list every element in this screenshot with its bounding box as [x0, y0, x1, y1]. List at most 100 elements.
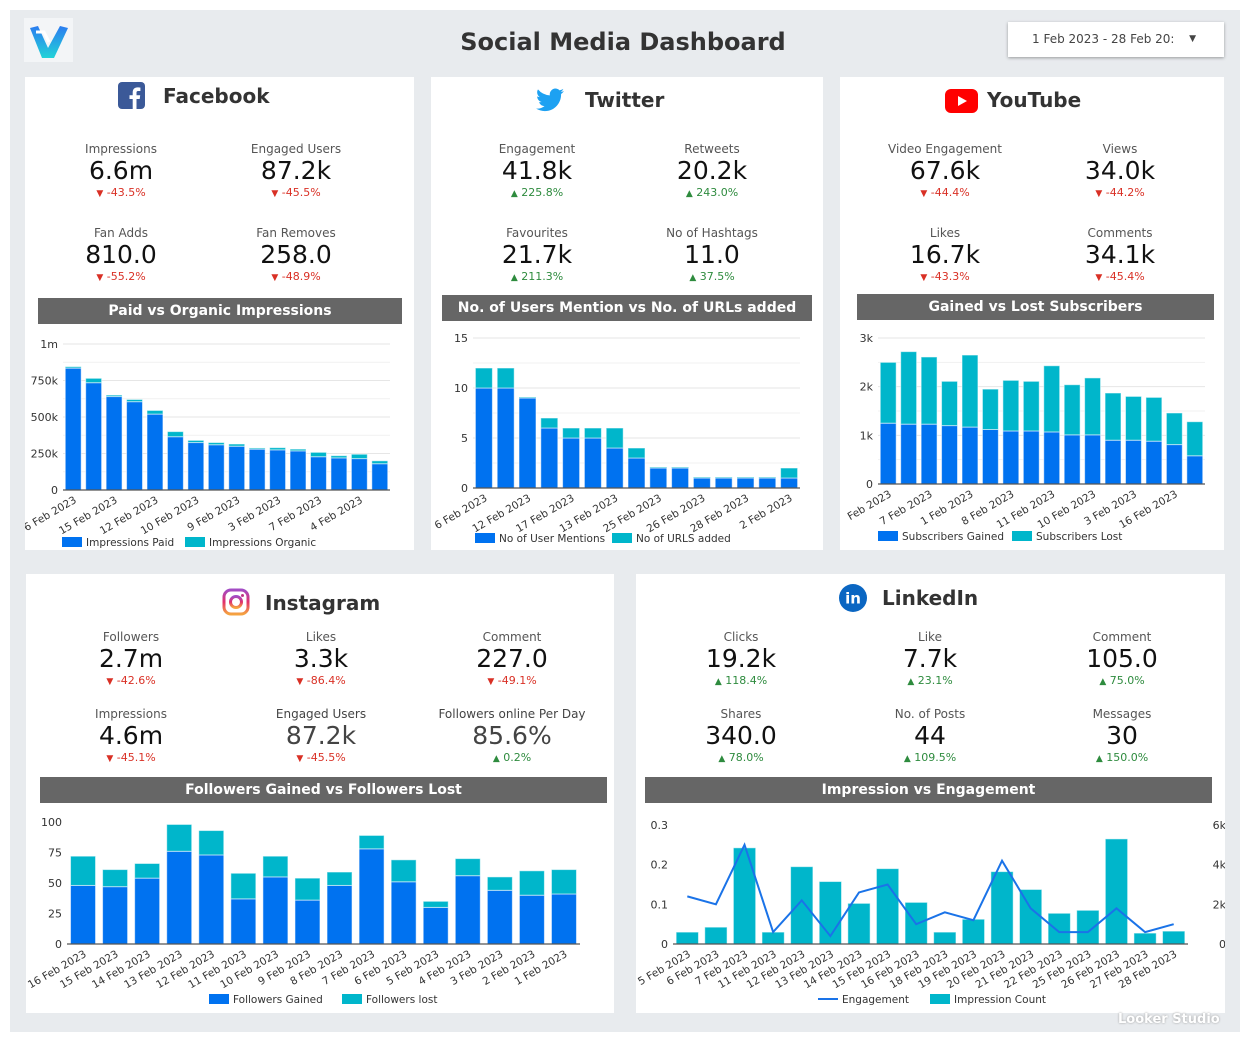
bar-subscribers-gained[interactable]	[1022, 430, 1040, 485]
bar-impression-count[interactable]	[675, 931, 699, 945]
bar-subscribers-lost[interactable]	[1145, 396, 1163, 442]
bar-no-of-user-mentions[interactable]	[780, 477, 799, 489]
bar-impressions-organic[interactable]	[248, 447, 266, 450]
bar-subscribers-lost[interactable]	[941, 380, 959, 427]
bar-followers-gained[interactable]	[454, 875, 481, 945]
bar-no-of-urls-added[interactable]	[671, 466, 690, 469]
bar-subscribers-lost[interactable]	[961, 354, 979, 428]
bar-subscribers-gained[interactable]	[920, 423, 938, 485]
bar-impressions-organic[interactable]	[269, 447, 287, 451]
bar-followers-lost[interactable]	[198, 830, 225, 856]
bar-followers-gained[interactable]	[230, 898, 257, 945]
bar-followers-gained[interactable]	[518, 894, 545, 945]
bar-followers-gained[interactable]	[198, 854, 225, 945]
bar-followers-gained[interactable]	[422, 906, 449, 945]
bar-subscribers-lost[interactable]	[1002, 379, 1020, 432]
legend-label[interactable]: Followers Gained	[233, 994, 323, 1006]
bar-impression-count[interactable]	[1018, 888, 1043, 945]
bar-no-of-urls-added[interactable]	[736, 476, 755, 479]
bar-impressions-paid[interactable]	[228, 445, 246, 491]
date-range-picker[interactable]: 1 Feb 2023 - 28 Feb 20: ▼	[1008, 22, 1224, 57]
bar-subscribers-lost[interactable]	[879, 361, 897, 424]
bar-no-of-user-mentions[interactable]	[518, 397, 537, 489]
bar-impression-count[interactable]	[790, 866, 814, 945]
bar-impressions-paid[interactable]	[126, 401, 144, 491]
bar-followers-lost[interactable]	[102, 869, 129, 888]
bar-no-of-urls-added[interactable]	[583, 427, 602, 439]
bar-followers-lost[interactable]	[486, 876, 513, 891]
bar-followers-lost[interactable]	[326, 871, 353, 886]
bar-followers-gained[interactable]	[486, 889, 513, 945]
bar-no-of-urls-added[interactable]	[518, 396, 537, 399]
bar-no-of-user-mentions[interactable]	[474, 387, 493, 489]
bar-no-of-user-mentions[interactable]	[562, 437, 581, 489]
bar-impressions-organic[interactable]	[309, 451, 327, 458]
bar-no-of-urls-added[interactable]	[758, 476, 777, 479]
bar-no-of-urls-added[interactable]	[627, 447, 646, 459]
line-engagement[interactable]	[687, 842, 1174, 938]
bar-no-of-user-mentions[interactable]	[627, 457, 646, 489]
legend-label[interactable]: Impression Count	[954, 994, 1046, 1006]
bar-no-of-urls-added[interactable]	[605, 427, 624, 449]
bar-no-of-urls-added[interactable]	[562, 427, 581, 439]
bar-subscribers-lost[interactable]	[981, 388, 999, 430]
bar-no-of-urls-added[interactable]	[692, 476, 711, 479]
legend-label[interactable]: Engagement	[842, 994, 909, 1006]
bar-impressions-organic[interactable]	[166, 431, 184, 438]
bar-subscribers-gained[interactable]	[941, 425, 959, 485]
bar-impression-count[interactable]	[1076, 909, 1100, 945]
bar-subscribers-gained[interactable]	[1165, 444, 1183, 485]
bar-subscribers-gained[interactable]	[1063, 434, 1081, 485]
bar-subscribers-gained[interactable]	[1124, 439, 1142, 485]
bar-followers-lost[interactable]	[134, 862, 161, 879]
legend-label[interactable]: No of URLS added	[636, 533, 731, 545]
bar-subscribers-gained[interactable]	[981, 428, 999, 485]
bar-no-of-user-mentions[interactable]	[671, 467, 690, 489]
bar-followers-gained[interactable]	[390, 881, 417, 945]
bar-impressions-paid[interactable]	[350, 458, 368, 491]
bar-no-of-urls-added[interactable]	[540, 417, 559, 429]
bar-subscribers-lost[interactable]	[1104, 392, 1122, 441]
bar-followers-lost[interactable]	[454, 858, 481, 877]
bar-subscribers-lost[interactable]	[1043, 365, 1061, 433]
bar-impressions-organic[interactable]	[289, 448, 307, 452]
bar-followers-lost[interactable]	[166, 823, 193, 852]
bar-impressions-paid[interactable]	[187, 442, 205, 491]
bar-followers-gained[interactable]	[262, 876, 289, 945]
bar-impression-count[interactable]	[961, 918, 986, 945]
bar-subscribers-gained[interactable]	[900, 423, 918, 485]
bar-no-of-user-mentions[interactable]	[714, 477, 733, 489]
bar-subscribers-lost[interactable]	[1022, 380, 1040, 432]
bar-no-of-urls-added[interactable]	[496, 367, 515, 389]
bar-followers-gained[interactable]	[134, 877, 161, 945]
bar-no-of-user-mentions[interactable]	[540, 427, 559, 489]
bar-no-of-user-mentions[interactable]	[649, 467, 668, 489]
bar-followers-lost[interactable]	[358, 834, 385, 850]
legend-label[interactable]: Subscribers Lost	[1036, 531, 1122, 543]
bar-impressions-organic[interactable]	[350, 453, 368, 460]
bar-impressions-paid[interactable]	[371, 463, 389, 491]
bar-followers-gained[interactable]	[326, 884, 353, 945]
bar-subscribers-gained[interactable]	[1104, 439, 1122, 485]
bar-impressions-paid[interactable]	[330, 457, 348, 491]
bar-impressions-organic[interactable]	[371, 460, 389, 465]
bar-subscribers-lost[interactable]	[1165, 412, 1183, 446]
bar-impressions-paid[interactable]	[207, 444, 225, 491]
bar-followers-lost[interactable]	[518, 870, 545, 896]
legend-label[interactable]: Impressions Organic	[209, 537, 316, 549]
bar-no-of-user-mentions[interactable]	[692, 477, 711, 489]
legend-label[interactable]: Subscribers Gained	[902, 531, 1004, 543]
bar-no-of-urls-added[interactable]	[780, 467, 799, 479]
bar-followers-lost[interactable]	[390, 859, 417, 883]
bar-impression-count[interactable]	[1162, 930, 1186, 945]
bar-impressions-paid[interactable]	[269, 449, 287, 491]
legend-label[interactable]: Followers lost	[366, 994, 437, 1006]
bar-impressions-organic[interactable]	[126, 398, 144, 403]
bar-impression-count[interactable]	[1047, 912, 1071, 945]
bar-followers-lost[interactable]	[70, 855, 97, 886]
bar-followers-gained[interactable]	[294, 899, 321, 945]
bar-followers-lost[interactable]	[550, 869, 577, 895]
bar-no-of-user-mentions[interactable]	[583, 437, 602, 489]
bar-impressions-organic[interactable]	[330, 455, 348, 459]
bar-followers-lost[interactable]	[294, 877, 321, 901]
